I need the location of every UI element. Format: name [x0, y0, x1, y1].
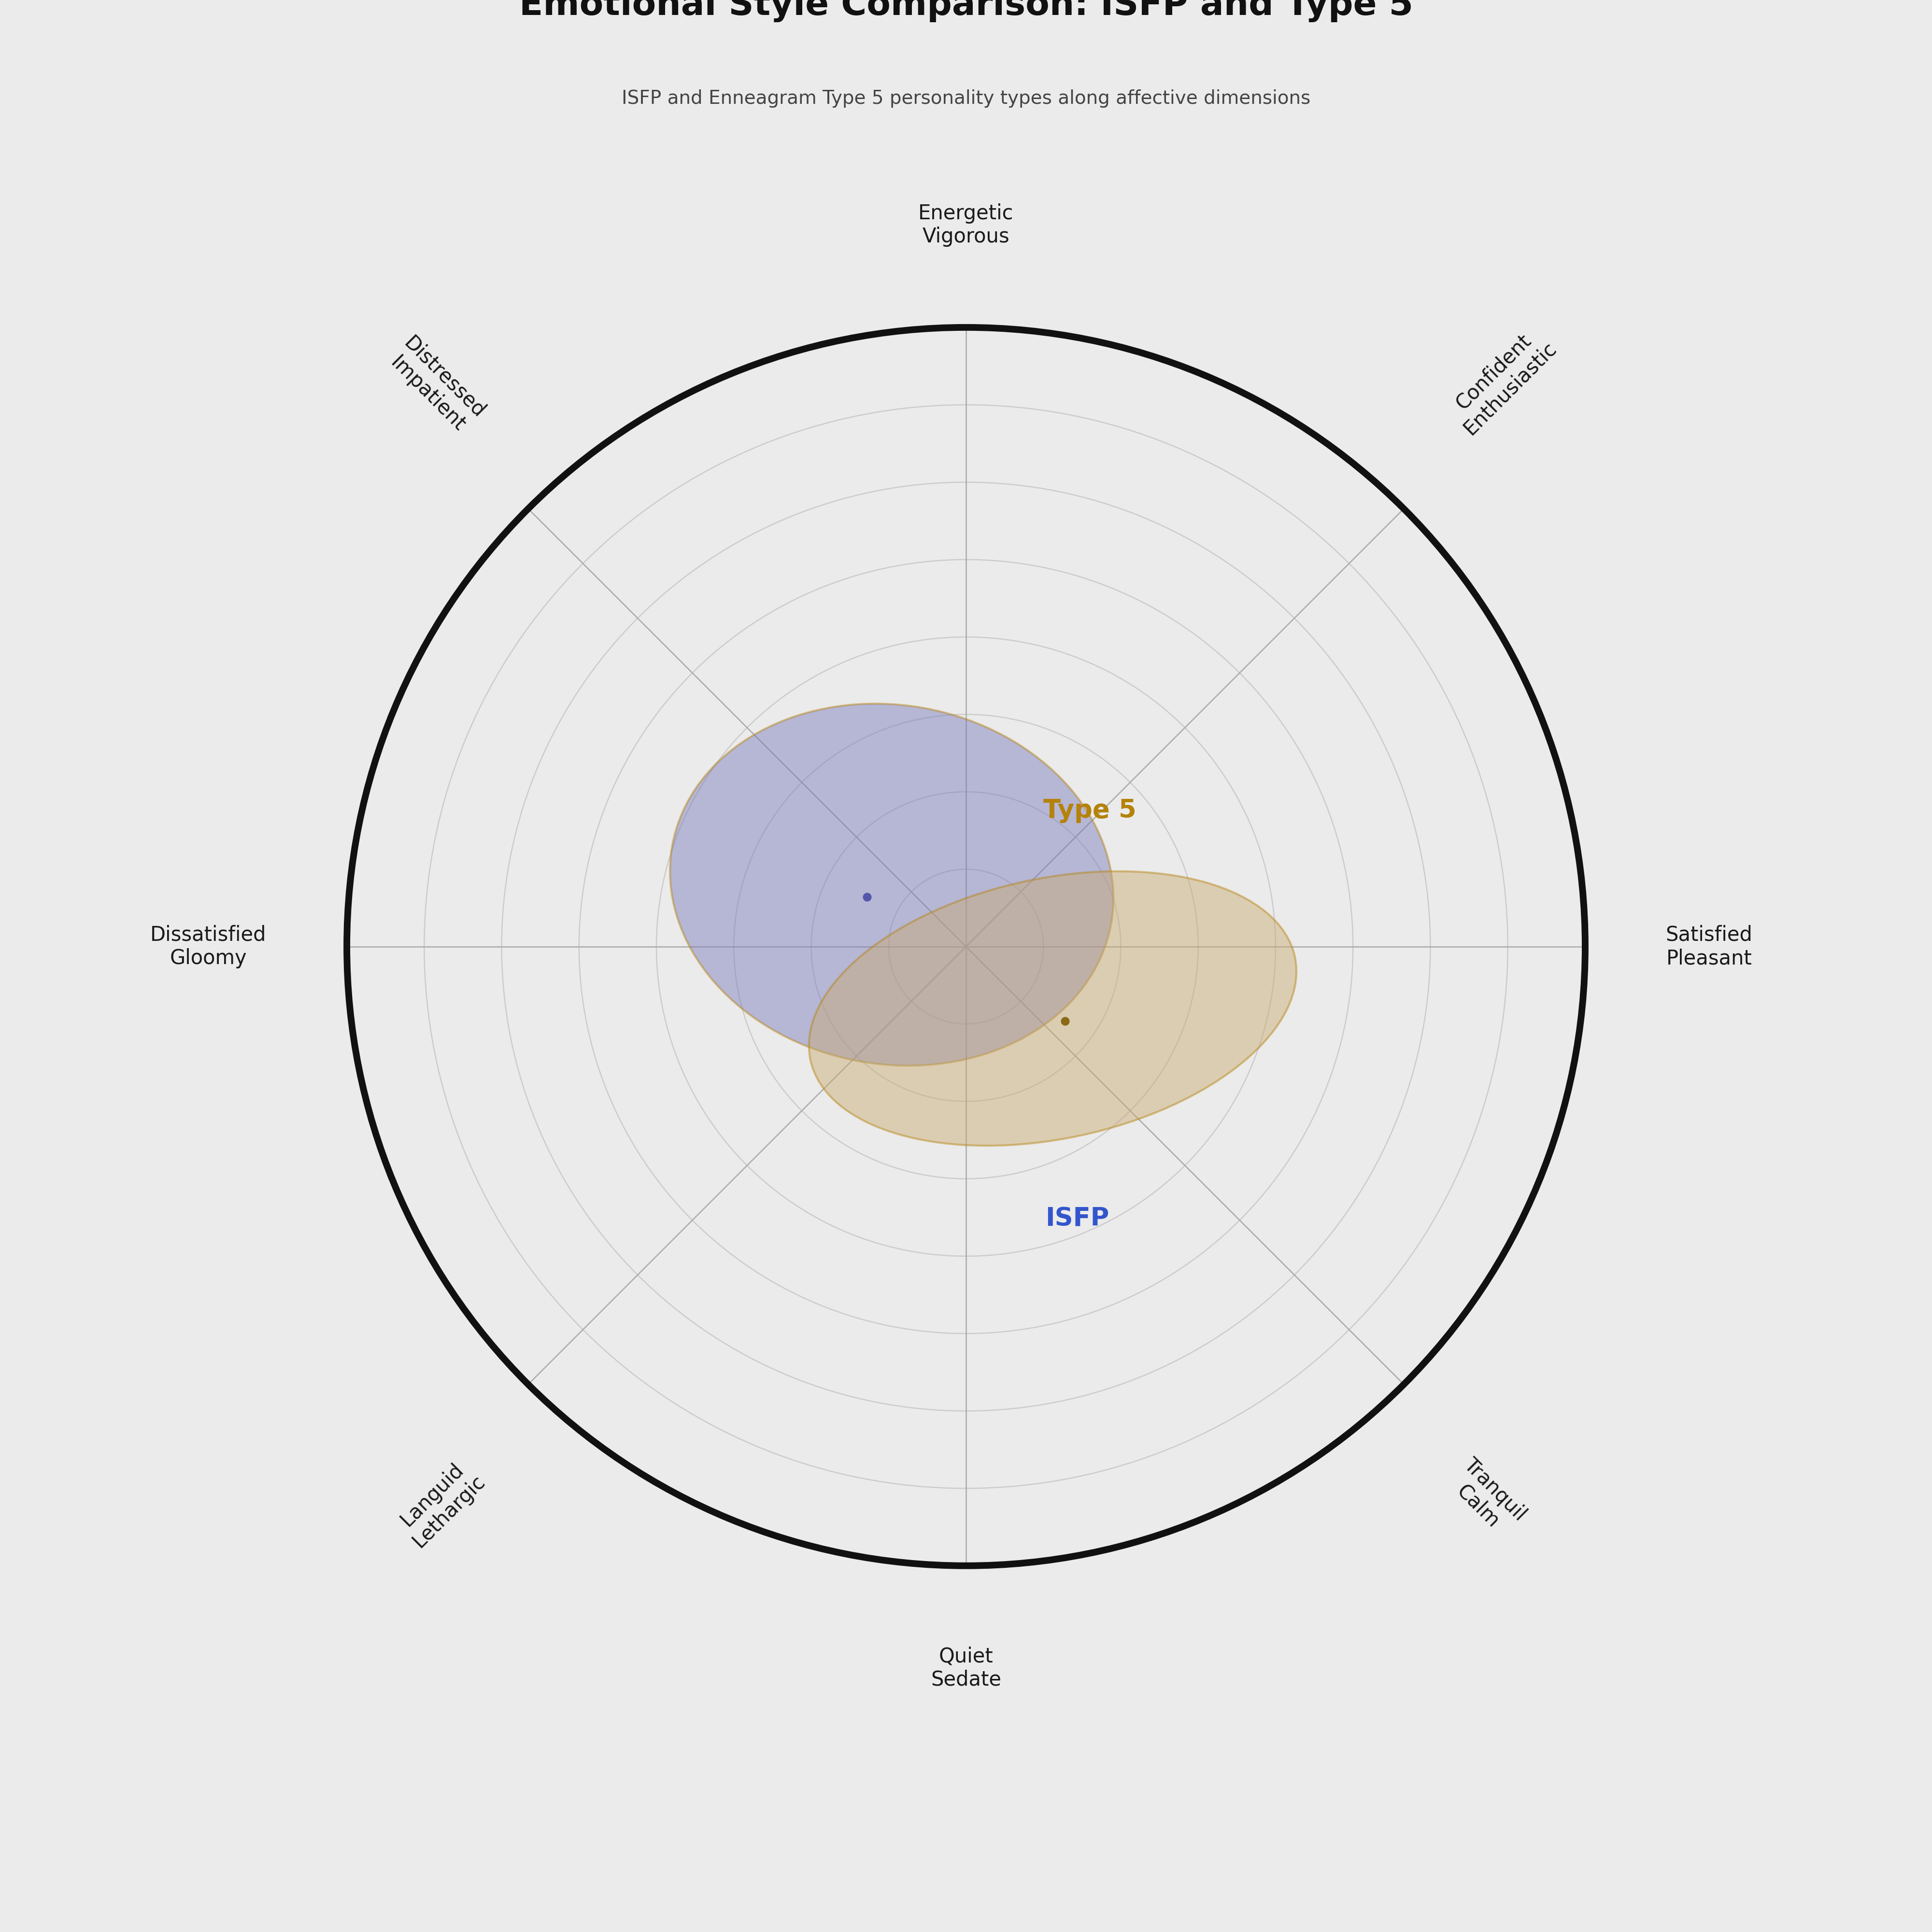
Text: Quiet
Sedate: Quiet Sedate	[931, 1646, 1001, 1690]
Text: Satisfied
Pleasant: Satisfied Pleasant	[1665, 925, 1752, 968]
Text: Dissatisfied
Gloomy: Dissatisfied Gloomy	[151, 925, 267, 968]
Ellipse shape	[670, 703, 1113, 1066]
Ellipse shape	[810, 871, 1296, 1146]
Text: ISFP: ISFP	[1045, 1206, 1109, 1231]
Text: Emotional Style Comparison: ISFP and Type 5: Emotional Style Comparison: ISFP and Typ…	[520, 0, 1412, 21]
Text: Tranquil
Calm: Tranquil Calm	[1443, 1455, 1530, 1542]
Text: Confident
Enthusiastic: Confident Enthusiastic	[1443, 321, 1561, 439]
Text: Languid
Lethargic: Languid Lethargic	[392, 1455, 489, 1551]
Text: Type 5: Type 5	[1043, 798, 1136, 823]
Text: Distressed
Impatient: Distressed Impatient	[383, 332, 489, 439]
Text: ISFP and Enneagram Type 5 personality types along affective dimensions: ISFP and Enneagram Type 5 personality ty…	[622, 89, 1310, 108]
Text: Energetic
Vigorous: Energetic Vigorous	[918, 203, 1014, 247]
